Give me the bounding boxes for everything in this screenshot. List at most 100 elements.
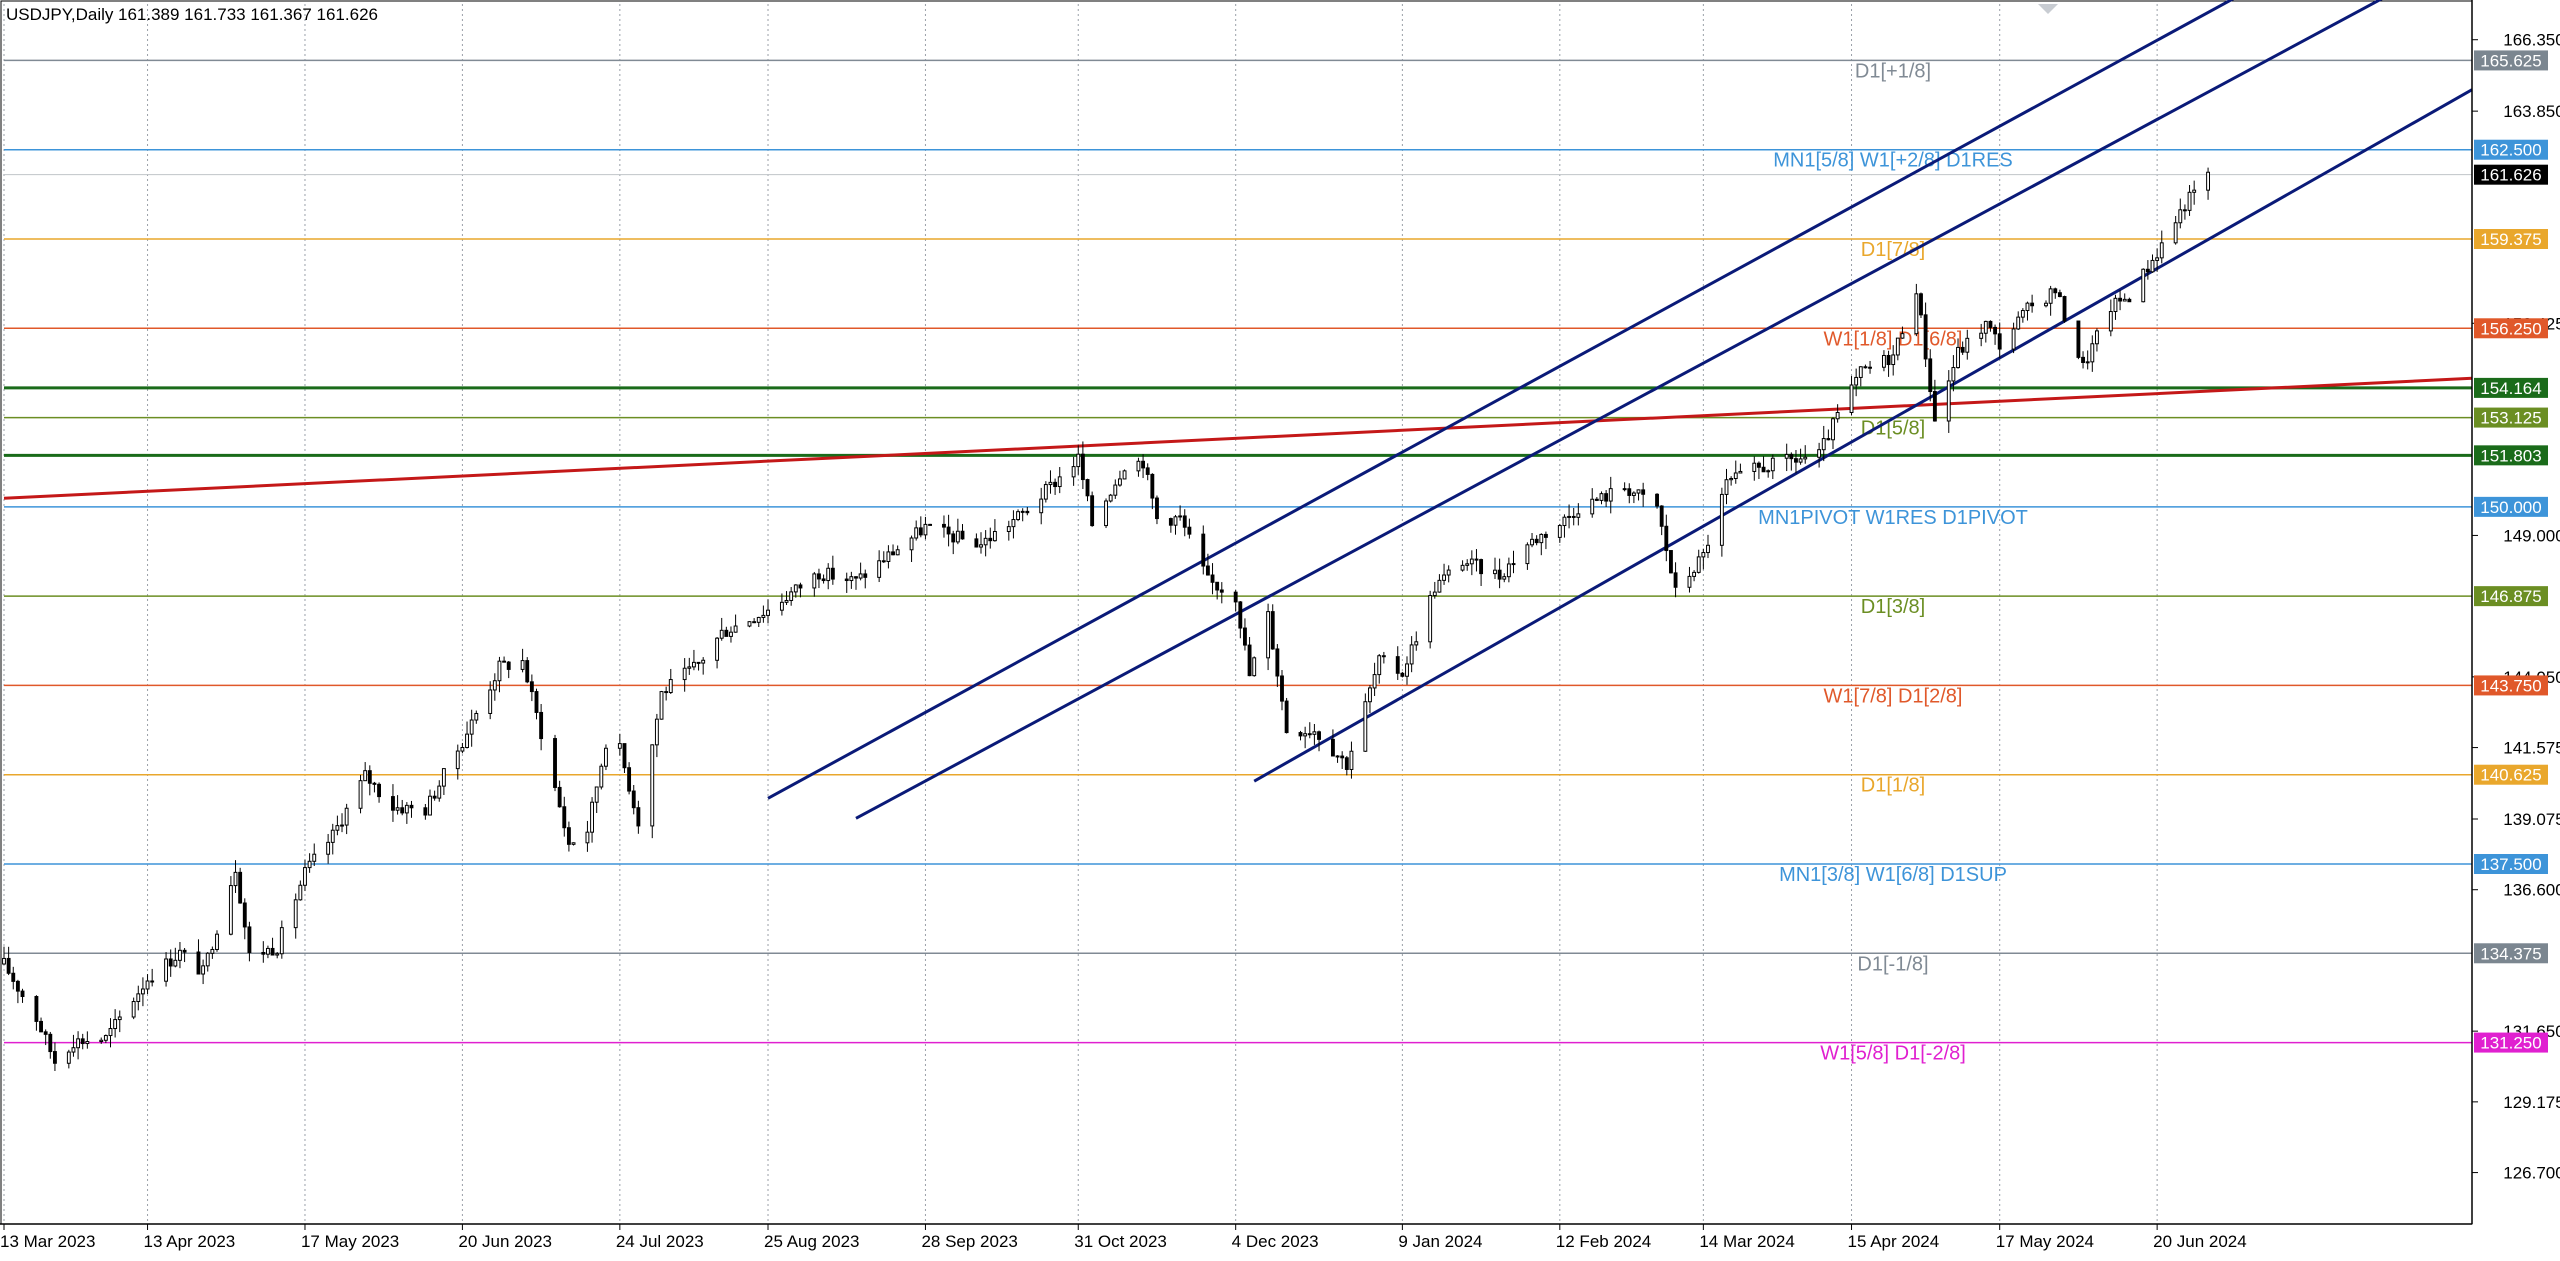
candle-body [66, 1051, 71, 1064]
candle-body [895, 549, 900, 556]
level-label-w1-1-8-d1-6-8: W1[1/8] D1[6/8] [1824, 328, 1963, 350]
price-badge-134-375: 134.375 [2474, 943, 2548, 964]
candle-body [1914, 293, 1919, 335]
candle [909, 535, 914, 563]
candle-body [2192, 189, 2197, 193]
time-tick-label: 9 Jan 2024 [1398, 1232, 1482, 1251]
trend-layer[interactable] [3, 0, 2473, 820]
candle-body [1557, 525, 1562, 538]
candle [432, 790, 437, 801]
price-badge-bg [2474, 675, 2548, 696]
candle-body [335, 825, 340, 831]
candle-body [1479, 559, 1484, 575]
candle [895, 545, 900, 556]
candle [1539, 533, 1544, 556]
candle-body [1979, 332, 1984, 339]
trendline-channel-middle[interactable] [855, 0, 2393, 820]
candle [1631, 491, 1636, 504]
candle-body [1048, 481, 1053, 486]
candle [164, 952, 168, 987]
candle-body [497, 660, 502, 682]
candle-body [270, 947, 275, 956]
candle-body [2053, 288, 2058, 294]
candle [1284, 697, 1289, 734]
candle [636, 800, 641, 834]
candle [1349, 741, 1354, 779]
candle-body [2085, 361, 2090, 364]
candle [1868, 360, 1872, 374]
candle-body [1497, 569, 1502, 580]
candle-body [460, 747, 465, 752]
candle [1719, 487, 1724, 557]
level-label-d1-1-8: D1[-1/8] [1857, 953, 1928, 975]
candle-body [1835, 412, 1840, 420]
candle [85, 1031, 90, 1049]
candle [2081, 351, 2085, 369]
candle-body [793, 584, 798, 593]
candle [1608, 476, 1613, 514]
candle [48, 1031, 53, 1059]
candle [312, 843, 317, 866]
candle [1108, 493, 1113, 503]
candle-body [1011, 519, 1016, 528]
candle [821, 574, 826, 584]
candle-body [43, 1031, 48, 1035]
candle [1090, 491, 1095, 527]
candle [747, 621, 752, 628]
price-badge-bg [2474, 50, 2548, 71]
trendline-channel-upper[interactable] [767, 0, 2250, 800]
candle [1858, 366, 1863, 387]
candle-body [2182, 209, 2187, 212]
candle-body [891, 551, 895, 556]
price-badge-text: 153.125 [2480, 409, 2541, 428]
candle [525, 657, 530, 684]
candle [242, 898, 247, 940]
candle-body [1122, 470, 1127, 480]
price-badge-text: 150.000 [2480, 498, 2541, 517]
candle-body [344, 807, 349, 826]
candle [534, 688, 539, 720]
candle-body [849, 576, 854, 582]
candle [460, 742, 465, 754]
trendline-long-term-resistance[interactable] [3, 376, 2473, 500]
candle-body [488, 689, 493, 714]
candle-body [1590, 498, 1595, 515]
candle-body [979, 544, 983, 548]
candle-body [1053, 481, 1058, 488]
candle-body [312, 853, 317, 862]
candle [1233, 590, 1238, 612]
scroll-marker-icon[interactable] [2038, 4, 2058, 14]
candle-body [789, 591, 794, 601]
trendline-channel-lower[interactable] [1253, 88, 2473, 783]
candle-body [1312, 731, 1317, 735]
candle-body [955, 530, 960, 543]
candle [265, 945, 270, 959]
candle [1243, 618, 1247, 651]
candle-body [1831, 418, 1835, 441]
candle-body [400, 807, 405, 814]
candle-body [960, 530, 965, 540]
candle [562, 796, 567, 837]
time-tick-label: 25 Aug 2023 [764, 1232, 859, 1251]
candle [1826, 429, 1831, 441]
candle-body [1858, 366, 1863, 378]
candle-body [1932, 391, 1937, 422]
candle [1659, 505, 1664, 536]
time-tick-label: 14 Mar 2024 [1699, 1232, 1794, 1251]
candle-body [696, 661, 701, 664]
candle-body [173, 959, 178, 967]
candle [2, 946, 6, 965]
candle-body [562, 806, 567, 829]
candle-body [617, 743, 622, 749]
candle [136, 985, 141, 1011]
candle [2011, 322, 2016, 354]
current-price-badge-text: 161.626 [2480, 166, 2541, 185]
candle [506, 661, 511, 679]
candle [1048, 470, 1053, 494]
candle [1979, 323, 1984, 347]
candle-body [599, 765, 604, 788]
candle-body [1928, 358, 1933, 393]
level-label-d1-7-8: D1[7/8] [1861, 239, 1925, 261]
